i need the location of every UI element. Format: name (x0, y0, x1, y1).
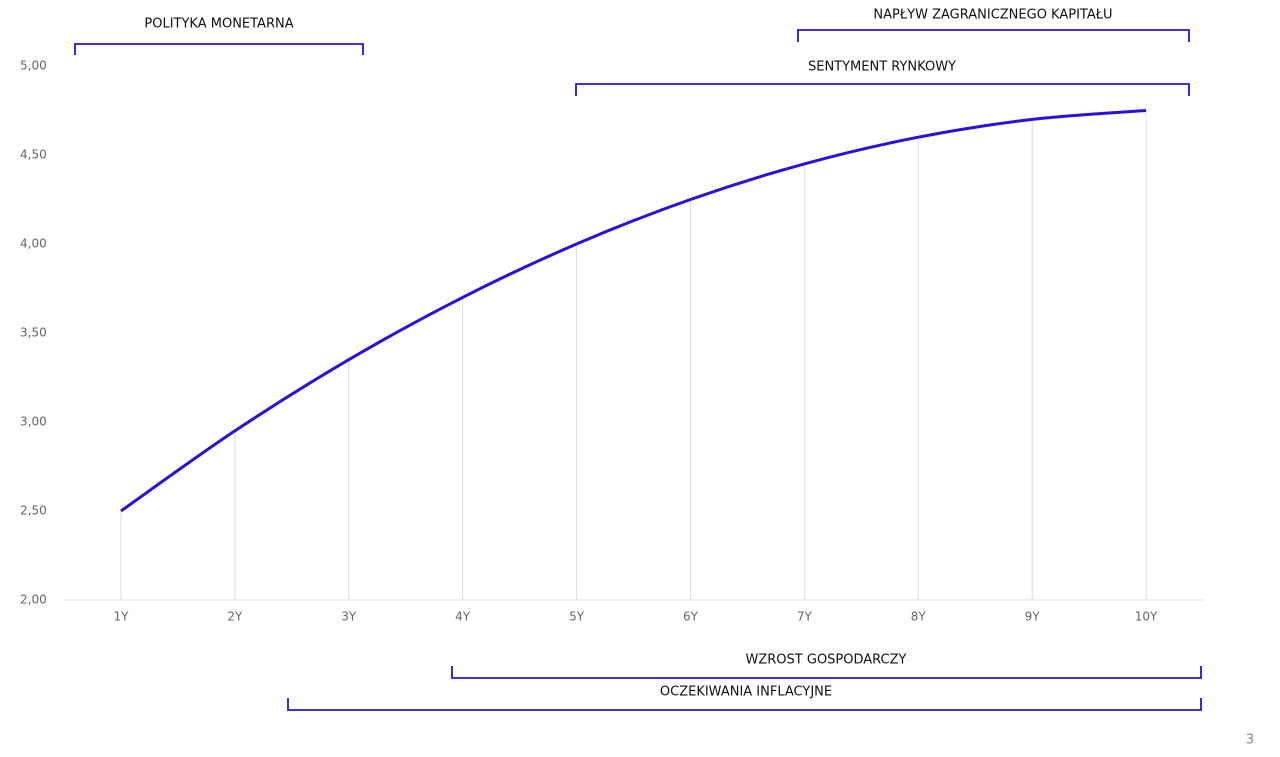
y-tick-label: 5,00 (20, 59, 47, 73)
y-tick-label: 2,50 (20, 504, 47, 518)
y-tick-label: 3,50 (20, 326, 47, 340)
bracket (575, 83, 1190, 96)
y-tick-label: 4,00 (20, 237, 47, 251)
line (120, 109, 1147, 513)
y-tick-label: 3,00 (20, 415, 47, 429)
annotation: POLITYKA MONETARNA (144, 17, 293, 32)
annotation: NAPŁYW ZAGRANICZNEGO KAPITAŁU (873, 8, 1112, 23)
x-tick-label: 7Y (797, 610, 813, 624)
y-tick-label: 4,50 (20, 148, 47, 162)
annotation: WZROST GOSPODARCZY (746, 653, 907, 668)
x-tick-label: 8Y (911, 610, 927, 624)
x-tick-label: 6Y (683, 610, 699, 624)
y-tick-label: 2,00 (20, 593, 47, 607)
x-tick-label: 1Y (113, 610, 129, 624)
x-tick-label: 9Y (1025, 610, 1041, 624)
annotation: SENTYMENT RYNKOWY (808, 60, 956, 75)
bracket (797, 29, 1190, 42)
page-number: 3 (1246, 733, 1254, 748)
annotation: OCZEKIWANIA INFLACYJNE (660, 685, 832, 700)
bracket (74, 43, 364, 55)
bracket (287, 698, 1202, 711)
bracket (451, 666, 1202, 679)
x-tick-label: 3Y (341, 610, 357, 624)
x-tick-label: 2Y (227, 610, 243, 624)
x-tick-label: 5Y (569, 610, 585, 624)
x-tick-label: 4Y (455, 610, 471, 624)
x-tick-label: 10Y (1135, 610, 1158, 624)
